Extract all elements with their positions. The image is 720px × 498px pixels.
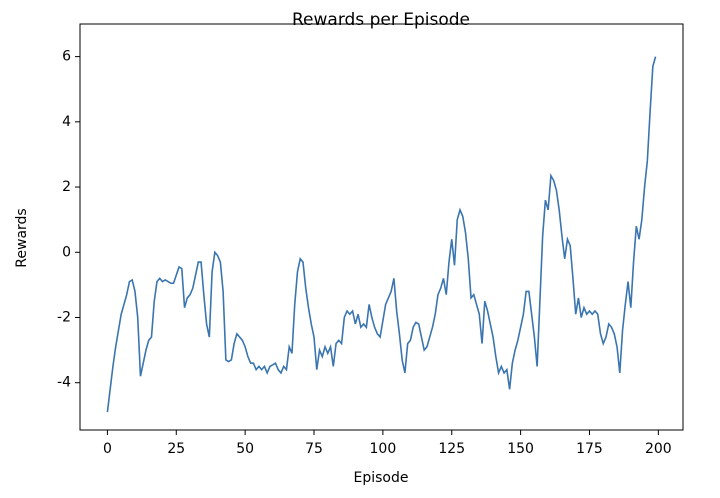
- y-tick-label: 6: [62, 49, 71, 65]
- x-tick-label: 125: [438, 441, 465, 457]
- y-axis-label: Rewards: [14, 208, 30, 267]
- y-tick-label: 0: [62, 244, 71, 260]
- x-tick-label: 100: [370, 441, 397, 457]
- y-tick-label: -2: [57, 309, 71, 325]
- x-tick-label: 200: [645, 441, 672, 457]
- y-tick-label: 4: [62, 114, 71, 130]
- x-tick-label: 150: [507, 441, 534, 457]
- line: [106, 56, 657, 413]
- x-tick-label: 0: [103, 441, 112, 457]
- x-axis-label: Episode: [354, 470, 409, 486]
- y-tick-label: 2: [62, 179, 71, 195]
- x-tick-label: 50: [236, 441, 254, 457]
- y-tick-label: -4: [57, 375, 71, 391]
- x-tick-label: 25: [167, 441, 185, 457]
- x-tick-label: 175: [576, 441, 603, 457]
- chart-title: Rewards per Episode: [292, 10, 470, 30]
- x-tick-label: 75: [305, 441, 323, 457]
- plot-frame: [79, 23, 684, 431]
